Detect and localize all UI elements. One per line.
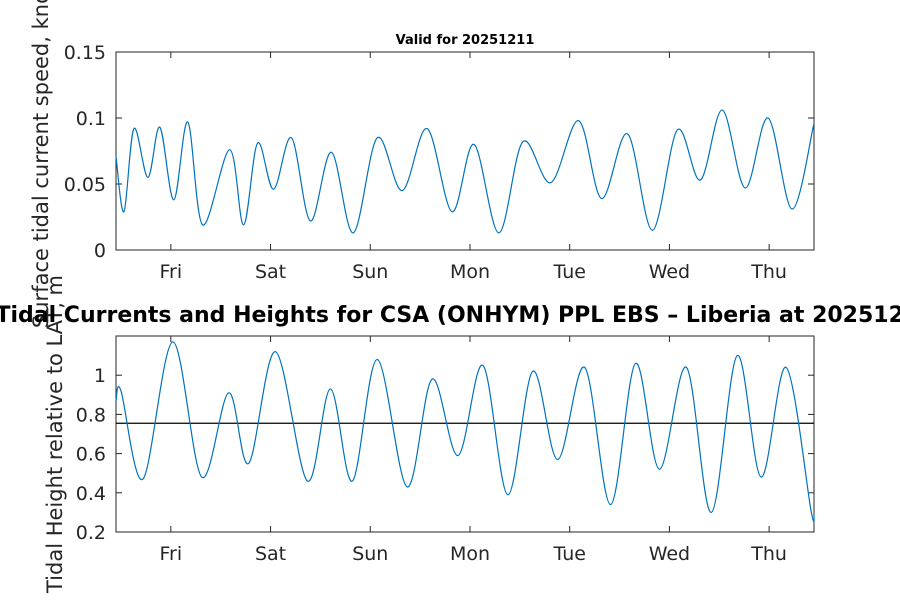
speed-x-tick-label: Thu — [750, 261, 787, 283]
height-chart: 0.2 0.4 0.6 0.8 1 Fri Sat Sun Mon Tue Wed Thu Tidal… — [0, 275, 900, 594]
speed-y-tick-label: 0.15 — [64, 42, 106, 64]
speed-x-tick-label: Mon — [450, 261, 490, 283]
speed-chart-title: Valid for 20251211 — [396, 33, 535, 48]
height-y-tick-label: 0.4 — [76, 483, 106, 505]
speed-series-line — [115, 109, 815, 234]
height-x-tick-label: Sun — [352, 543, 388, 565]
speed-x-tick-label: Sun — [352, 261, 388, 283]
height-y-axis-label: Tidal Height relative to LAT, m — [43, 275, 67, 594]
speed-plot-area — [115, 51, 815, 251]
speed-x-tick-label: Wed — [649, 261, 690, 283]
height-x-tick-label: Tue — [552, 543, 585, 565]
height-y-tick-label: 1 — [94, 365, 106, 387]
height-x-tick-label: Sat — [255, 543, 286, 565]
speed-axis-ticks: 0 0.05 0.1 0.15 Fri Sat Sun Mon Tue Wed Thu — [64, 42, 814, 283]
height-y-tick-label: 0.6 — [76, 444, 106, 466]
height-x-tick-label: Wed — [649, 543, 690, 565]
height-y-tick-label: 0.8 — [76, 404, 106, 426]
height-x-tick-label: Thu — [750, 543, 787, 565]
height-chart-title: Tidal Currents and Heights for CSA (ONHY… — [0, 303, 900, 328]
speed-x-tick-label: Fri — [160, 261, 183, 283]
height-x-tick-label: Mon — [450, 543, 490, 565]
speed-chart: 0 0.05 0.1 0.15 Fri Sat Sun Mon Tue Wed Thu Valid … — [29, 0, 815, 328]
height-series-line — [115, 341, 815, 523]
height-axis-ticks: 0.2 0.4 0.6 0.8 1 Fri Sat Sun Mon Tue Wed Thu — [76, 336, 814, 565]
height-y-tick-label: 0.2 — [76, 522, 106, 544]
speed-x-tick-label: Sat — [255, 261, 286, 283]
height-x-tick-label: Fri — [160, 543, 183, 565]
speed-y-tick-label: 0.1 — [76, 108, 106, 130]
speed-y-tick-label: 0 — [94, 240, 106, 262]
speed-y-axis-label: Surface tidal current speed, knots — [29, 0, 53, 328]
speed-x-tick-label: Tue — [552, 261, 585, 283]
speed-y-tick-label: 0.05 — [64, 174, 106, 196]
